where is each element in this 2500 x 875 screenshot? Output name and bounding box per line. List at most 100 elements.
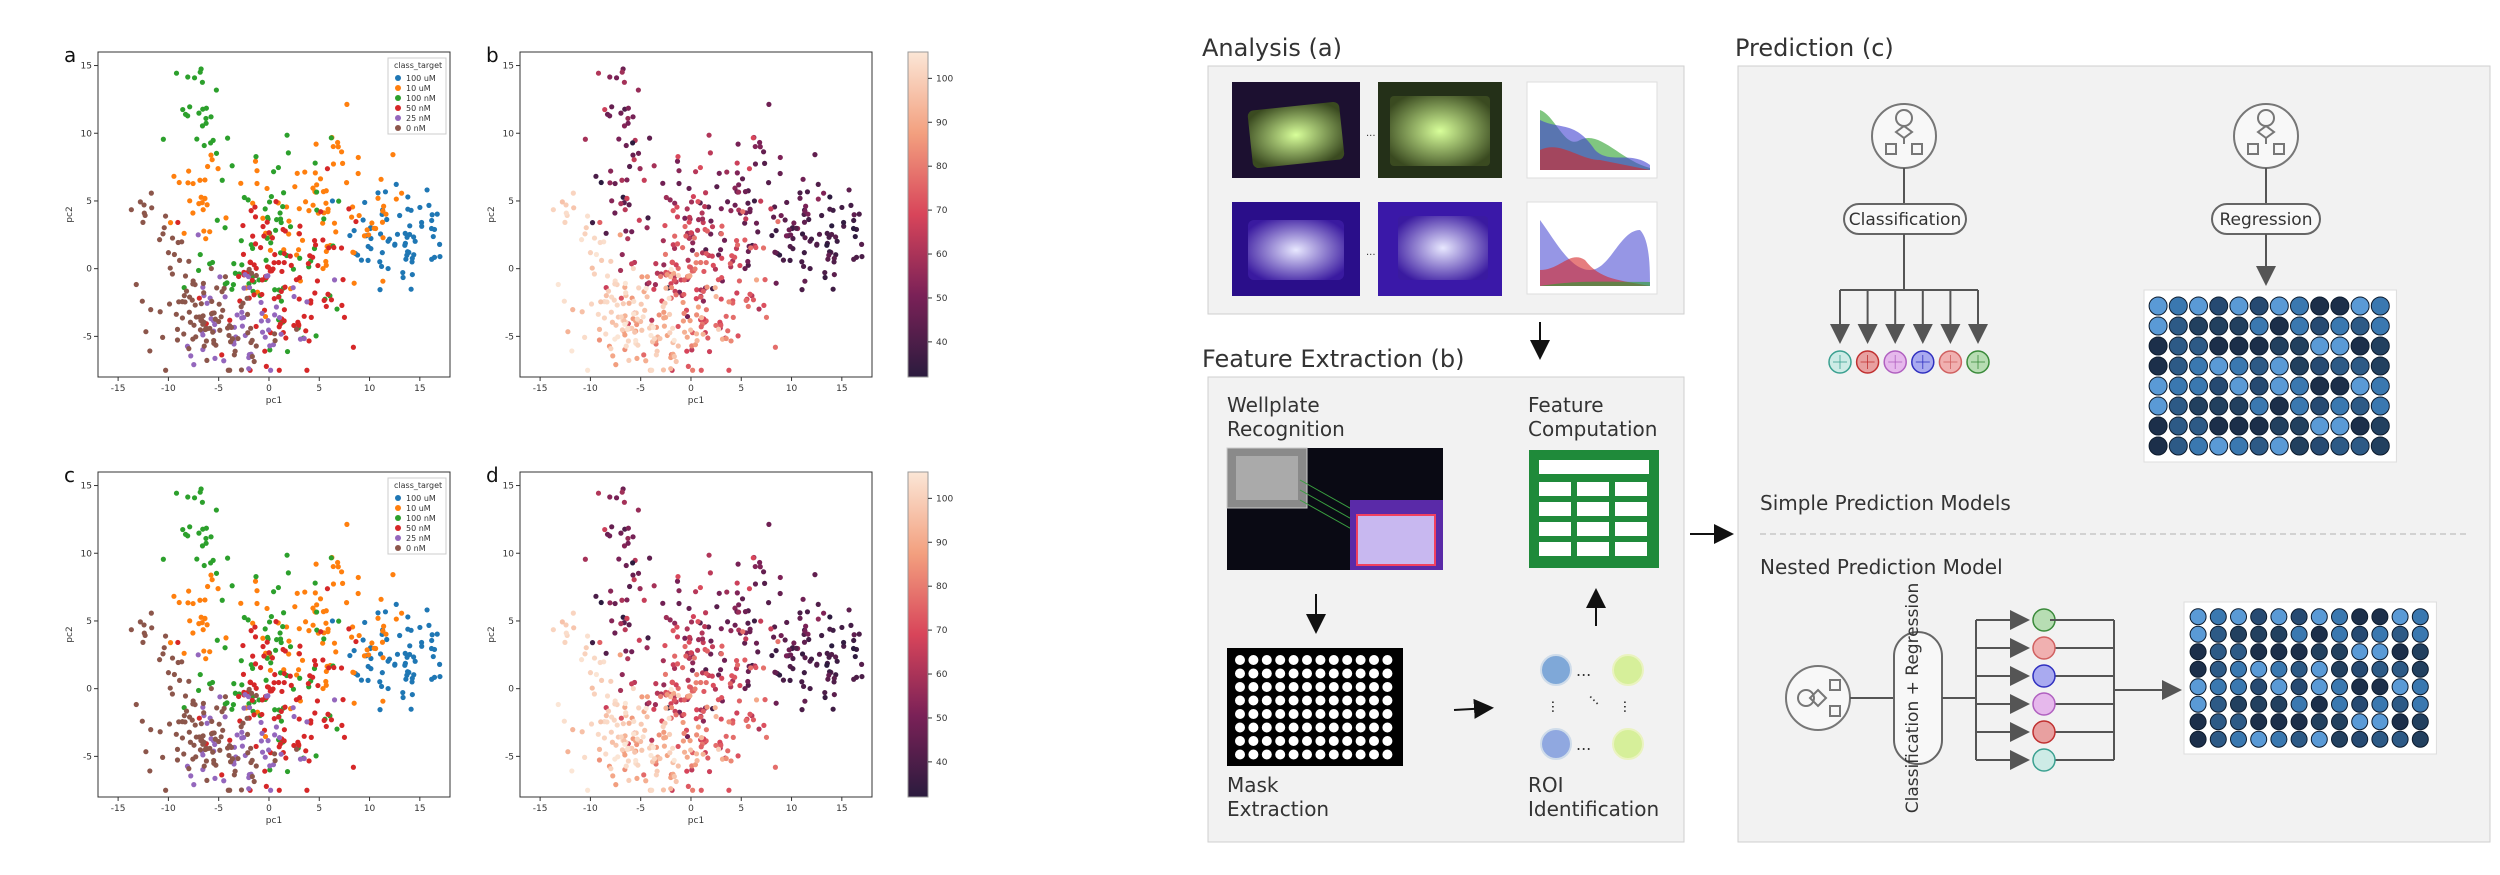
data-point: [666, 715, 672, 721]
x-tick-label: 10: [786, 804, 798, 814]
data-point: [713, 293, 719, 300]
data-point: [612, 180, 618, 187]
data-point: [670, 325, 676, 331]
data-point: [742, 657, 748, 663]
data-point: [281, 670, 287, 677]
data-point: [222, 714, 228, 720]
data-point: [214, 637, 220, 643]
data-point: [663, 614, 669, 621]
scatter-panel-a: a-15 -10 -5 0 5 10 15151050-5pc1pc2class_targe…: [64, 43, 451, 406]
data-point: [667, 750, 673, 756]
data-point: [239, 309, 245, 315]
data-point: [589, 685, 595, 691]
data-point: [607, 113, 613, 119]
data-point: [707, 150, 713, 156]
data-point: [377, 259, 383, 265]
data-point: [637, 166, 643, 172]
data-point: [199, 499, 205, 505]
data-point: [718, 716, 724, 722]
data-point: [197, 489, 203, 495]
data-point: [797, 610, 803, 616]
data-point: [563, 202, 569, 208]
data-point: [265, 684, 272, 690]
data-point: [295, 247, 302, 253]
data-point: [280, 623, 286, 630]
data-point: [802, 628, 808, 634]
legend-marker: [395, 85, 401, 91]
data-point: [253, 692, 259, 699]
data-point: [272, 338, 278, 344]
data-point: [750, 297, 757, 303]
data-point: [571, 625, 577, 631]
data-point: [723, 733, 729, 739]
data-point: [264, 185, 270, 192]
data-point: [559, 199, 565, 205]
data-point: [719, 255, 725, 261]
data-point: [268, 660, 274, 666]
data-point: [777, 170, 783, 177]
data-point: [331, 244, 337, 251]
data-point: [833, 654, 839, 660]
data-point: [314, 602, 320, 608]
data-point: [194, 556, 200, 562]
data-point: [650, 744, 657, 750]
data-point: [734, 170, 740, 176]
data-point: [176, 257, 183, 263]
data-point: [699, 636, 706, 642]
data-point: [404, 654, 410, 660]
data-point: [278, 751, 284, 757]
data-point: [698, 735, 705, 741]
data-point: [318, 209, 324, 215]
class-circle: [2032, 692, 2056, 716]
data-point: [377, 707, 383, 713]
data-point: [252, 661, 259, 667]
data-point: [555, 701, 561, 708]
data-point: [218, 314, 224, 320]
data-point: [304, 367, 310, 373]
data-point: [320, 657, 326, 663]
panel-letter: c: [64, 463, 75, 487]
data-point: [603, 713, 609, 719]
data-point: [400, 269, 406, 276]
data-point: [768, 626, 774, 632]
data-point: [409, 691, 415, 698]
data-point: [747, 629, 753, 635]
data-point: [841, 219, 847, 226]
data-point: [203, 758, 210, 764]
data-point: [733, 237, 740, 244]
data-point: [364, 647, 370, 653]
data-point: [724, 589, 730, 595]
data-point: [706, 552, 712, 558]
y-tick-label: -5: [83, 752, 92, 762]
y-tick-label: 15: [81, 62, 92, 72]
data-point: [641, 352, 647, 358]
wellplate-recognition-label-1: Wellplate: [1227, 393, 1320, 417]
data-point: [623, 562, 629, 569]
data-point: [603, 293, 609, 299]
data-point: [578, 237, 585, 243]
data-point: [675, 272, 681, 279]
data-point: [758, 618, 764, 624]
data-point: [229, 163, 235, 169]
data-point: [231, 681, 237, 687]
data-point: [355, 574, 361, 581]
data-point: [666, 311, 673, 318]
data-point: [203, 236, 209, 242]
data-point: [715, 326, 722, 332]
data-point: [408, 706, 414, 712]
data-point: [627, 583, 633, 590]
data-point: [629, 681, 635, 687]
panel-letter: a: [64, 43, 76, 67]
data-point: [742, 265, 748, 272]
data-point: [224, 700, 230, 706]
data-point: [768, 206, 774, 212]
data-point: [241, 705, 247, 711]
data-point: [583, 225, 589, 231]
data-point: [724, 199, 731, 205]
data-point: [405, 194, 411, 200]
data-point: [133, 281, 139, 288]
data-point: [296, 231, 303, 237]
data-point: [409, 679, 415, 685]
data-point: [635, 570, 642, 576]
data-point: [286, 231, 292, 237]
